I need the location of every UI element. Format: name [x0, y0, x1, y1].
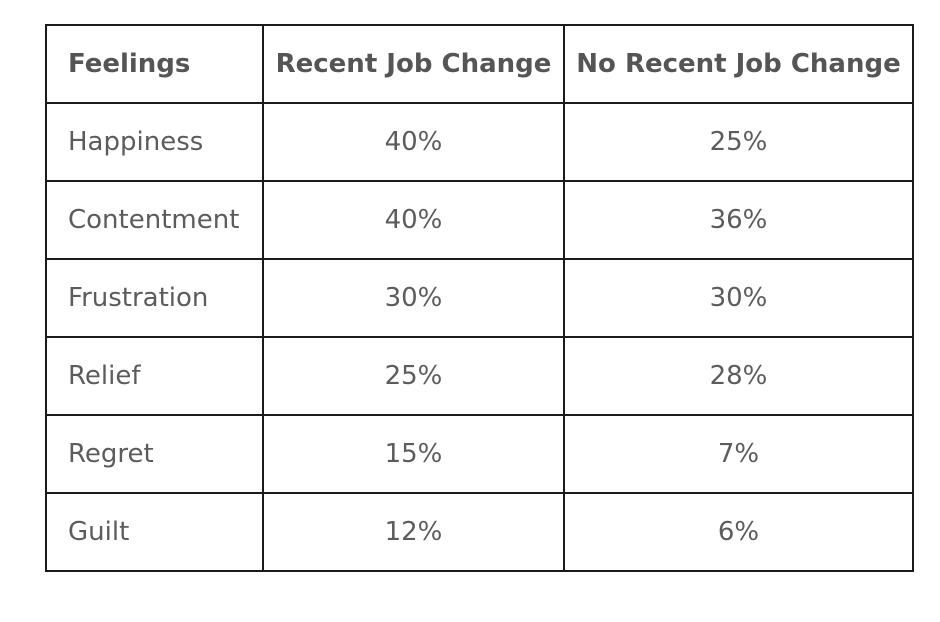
header-feelings: Feelings [45, 24, 264, 104]
cell-recent: 40% [262, 102, 565, 182]
row-label: Regret [45, 414, 264, 494]
cell-recent: 25% [262, 336, 565, 416]
cell-no-recent: 36% [563, 180, 914, 260]
cell-recent: 12% [262, 492, 565, 572]
row-label: Guilt [45, 492, 264, 572]
table-row: Guilt 12% 6% [45, 492, 914, 572]
cell-no-recent: 6% [563, 492, 914, 572]
feelings-table: Feelings Recent Job Change No Recent Job… [45, 24, 914, 572]
row-label: Frustration [45, 258, 264, 338]
header-no-recent-job-change: No Recent Job Change [563, 24, 914, 104]
cell-recent: 15% [262, 414, 565, 494]
table-body: Happiness 40% 25% Contentment 40% 36% Fr… [45, 102, 914, 572]
header-row: Feelings Recent Job Change No Recent Job… [45, 24, 914, 104]
row-label: Happiness [45, 102, 264, 182]
row-label: Relief [45, 336, 264, 416]
cell-no-recent: 28% [563, 336, 914, 416]
cell-no-recent: 30% [563, 258, 914, 338]
cell-no-recent: 7% [563, 414, 914, 494]
header-recent-job-change: Recent Job Change [262, 24, 565, 104]
cell-recent: 40% [262, 180, 565, 260]
table-header: Feelings Recent Job Change No Recent Job… [45, 24, 914, 104]
table-row: Frustration 30% 30% [45, 258, 914, 338]
table-row: Regret 15% 7% [45, 414, 914, 494]
table-row: Relief 25% 28% [45, 336, 914, 416]
cell-recent: 30% [262, 258, 565, 338]
cell-no-recent: 25% [563, 102, 914, 182]
row-label: Contentment [45, 180, 264, 260]
table-container: Feelings Recent Job Change No Recent Job… [45, 24, 914, 572]
table-row: Happiness 40% 25% [45, 102, 914, 182]
table-row: Contentment 40% 36% [45, 180, 914, 260]
